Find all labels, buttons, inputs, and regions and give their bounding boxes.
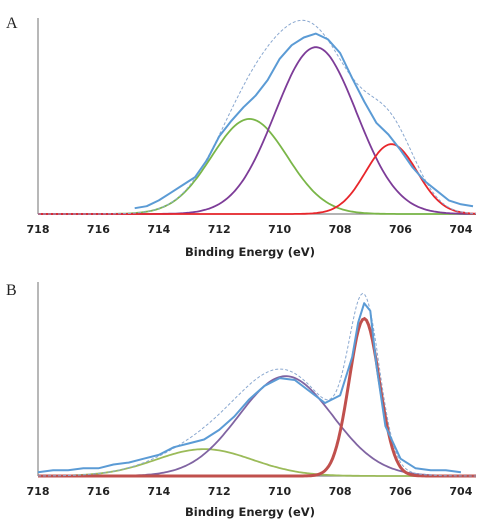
panel-b-fit-envelope xyxy=(38,292,476,477)
panel-a-x-axis-label: Binding Energy (eV) xyxy=(185,245,315,259)
panel-a-component-2 xyxy=(38,46,476,215)
panel-a-tick-label: 716 xyxy=(87,223,110,236)
panel-b-x-axis-label: Binding Energy (eV) xyxy=(185,505,315,519)
panel-b-tick-label: 710 xyxy=(268,485,291,498)
panel-a-tick-label: 718 xyxy=(27,223,50,236)
panel-b-component-1 xyxy=(38,448,476,477)
panel-a-label: A xyxy=(6,15,18,32)
panel-b-tick-label: 716 xyxy=(87,485,110,498)
panel-a-component-3 xyxy=(38,143,477,215)
panel-b-tick-labels: 718 716 714 712 710 708 706 704 xyxy=(27,485,473,498)
panel-b-tick-label: 708 xyxy=(329,485,352,498)
panel-b-curves xyxy=(37,292,476,478)
panel-b-component-3 xyxy=(38,316,476,478)
panel-a: A 718 716 714 712 710 708 706 704 Binding Energ… xyxy=(6,15,477,259)
panel-b-tick-label: 706 xyxy=(389,485,412,498)
panel-a-fit-envelope xyxy=(38,19,477,215)
panel-b-data-line xyxy=(37,302,462,474)
panel-a-tick-label: 714 xyxy=(147,223,170,236)
panel-a-tick-label: 708 xyxy=(329,223,352,236)
panel-a-component-1 xyxy=(38,117,476,215)
panel-b-tick-label: 712 xyxy=(208,485,231,498)
panel-a-tick-label: 710 xyxy=(268,223,291,236)
panel-a-tick-label: 704 xyxy=(449,223,472,236)
panel-a-tick-labels: 718 716 714 712 710 708 706 704 xyxy=(27,223,473,236)
panel-a-tick-label: 706 xyxy=(389,223,412,236)
panel-a-curves xyxy=(38,19,477,215)
panel-b-tick-label: 704 xyxy=(449,485,472,498)
panel-b: B 718 716 714 712 710 708 706 704 Binding Energ… xyxy=(6,282,476,519)
panel-a-data-line xyxy=(134,32,474,210)
panel-b-tick-label: 714 xyxy=(147,485,170,498)
panel-b-label: B xyxy=(6,282,17,299)
panel-b-tick-label: 718 xyxy=(27,485,50,498)
panel-a-tick-label: 712 xyxy=(208,223,231,236)
